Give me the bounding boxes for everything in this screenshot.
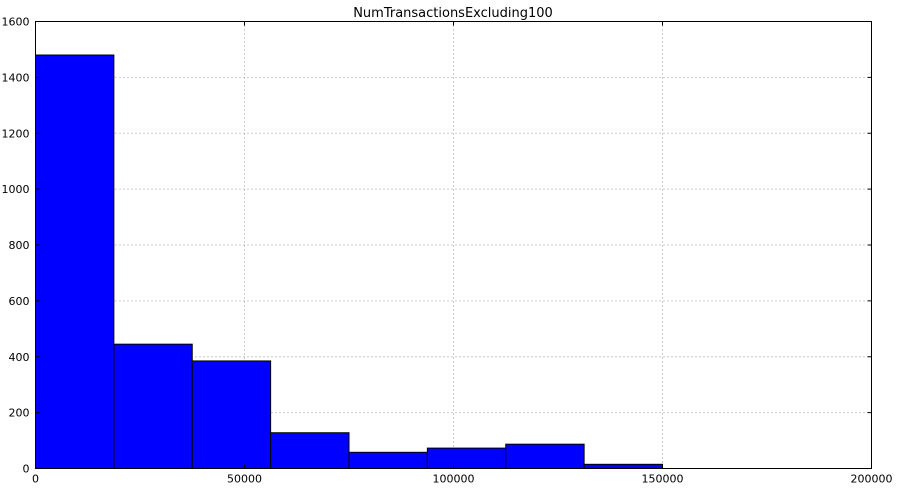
histogram-bar [113,343,193,470]
histogram-bars [35,54,663,470]
y-tick-label: 1600 [2,16,30,29]
x-tick-label: 100000 [433,473,475,486]
y-tick-label: 600 [9,295,30,308]
histogram-bar [270,432,350,469]
y-tick-label: 1400 [2,71,30,84]
histogram-bar [35,54,115,470]
y-tick-label: 1200 [2,127,30,140]
histogram-bar [426,447,507,469]
x-tick-label: 50000 [227,473,262,486]
axis-ticks: 0 50000 100000 150000 200000 0 200 400 600 800 100… [2,16,893,486]
y-tick-label: 800 [9,239,30,252]
y-tick-label: 200 [9,407,30,420]
y-tick-label: 400 [9,351,30,364]
histogram-bar [583,463,663,470]
histogram-bar [348,451,428,470]
chart-title: NumTransactionsExcluding100 [353,6,553,21]
x-tick-label: 150000 [642,473,684,486]
y-tick-label: 1000 [2,183,30,196]
histogram-bar [505,443,585,469]
x-tick-label: 200000 [851,473,893,486]
x-tick-label: 0 [32,473,39,486]
histogram-bar [191,360,272,469]
y-tick-label: 0 [23,463,30,476]
